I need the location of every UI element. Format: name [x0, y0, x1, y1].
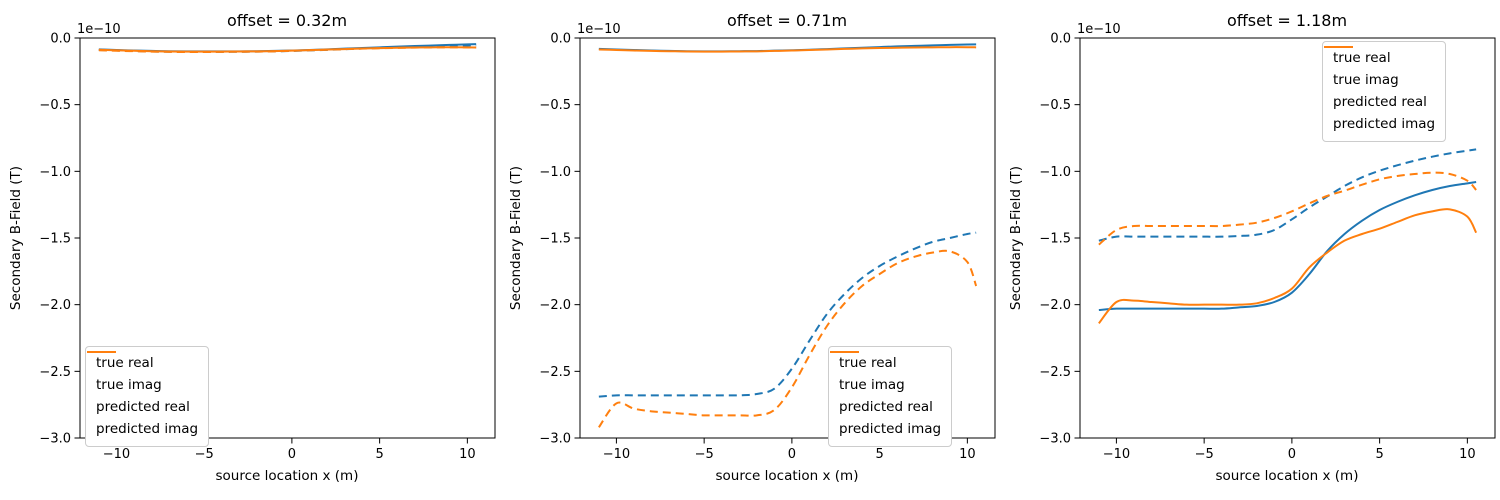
- y-tick-label: −3.0: [539, 432, 571, 447]
- legend-label: predicted imag: [96, 421, 199, 437]
- legend-entry-true-imag: true imag: [1324, 46, 1435, 90]
- plot-title: offset = 0.32m: [227, 11, 347, 30]
- predicted-imag-line: [598, 249, 978, 428]
- legend-label: predicted real: [96, 399, 190, 415]
- x-tick-label: 0: [788, 447, 796, 462]
- y-tick-label: −2.5: [539, 365, 571, 380]
- x-tick-label: −5: [195, 447, 214, 462]
- y-axis-label: Secondary B-Field (T): [8, 166, 24, 310]
- legend-entry-predicted-real: predicted real: [830, 351, 941, 417]
- y-tick-label: −2.5: [1039, 365, 1071, 380]
- y-axis-offset-label: 1e−10: [1077, 22, 1121, 37]
- legend-entry-true-imag: true imag: [830, 351, 941, 395]
- y-tick-label: −0.5: [539, 98, 571, 113]
- y-axis-offset-label: 1e−10: [577, 22, 621, 37]
- y-axis-label: Secondary B-Field (T): [1008, 166, 1024, 310]
- predicted-imag-line: [1098, 171, 1477, 246]
- subplot-offset-0-71m: offset = 0.71m 1e−10 Secondary B-Field (…: [500, 0, 1000, 500]
- plot-canvas-1: offset = 0.32m 1e−10 Secondary B-Field (…: [8, 11, 496, 484]
- x-tick-label: −10: [103, 447, 130, 462]
- legend-label: true imag: [839, 377, 905, 393]
- legend-label: true imag: [96, 377, 162, 393]
- x-tick-label: −5: [695, 447, 714, 462]
- true-imag-line: [1098, 148, 1477, 242]
- y-tick-label: −1.5: [539, 232, 571, 247]
- dashed-line-sample-icon: [1324, 46, 1353, 48]
- x-tick-label: 5: [375, 447, 383, 462]
- y-tick-label: −0.5: [1039, 98, 1071, 113]
- legend-entry-predicted-imag: predicted imag: [830, 351, 942, 439]
- x-tick-label: 5: [1375, 447, 1383, 462]
- legend-entry-predicted-imag: predicted imag: [87, 351, 199, 439]
- y-tick-label: −1.0: [1039, 165, 1071, 180]
- subplot-offset-0-32m: offset = 0.32m 1e−10 Secondary B-Field (…: [0, 0, 500, 500]
- legend: true real true imag predicted real predicte…: [828, 346, 953, 447]
- legend-label: predicted real: [839, 399, 933, 415]
- y-tick-label: 0.0: [550, 32, 571, 47]
- y-tick-label: −1.5: [39, 232, 71, 247]
- dashed-line-sample-icon: [87, 351, 116, 353]
- x-axis-label: source location x (m): [716, 468, 859, 484]
- predicted-imag-line: [98, 46, 477, 54]
- y-axis-offset-label: 1e−10: [77, 22, 121, 37]
- legend-label: predicted imag: [1333, 116, 1436, 132]
- plot-canvas-2: offset = 0.71m 1e−10 Secondary B-Field (…: [508, 11, 996, 484]
- legend: true real true imag predicted real predicte…: [85, 346, 210, 447]
- x-axis-label: source location x (m): [216, 468, 359, 484]
- legend-entry-predicted-imag: predicted imag: [1324, 46, 1436, 134]
- x-tick-label: 10: [459, 447, 476, 462]
- y-tick-label: 0.0: [50, 32, 71, 47]
- y-tick-label: −2.0: [39, 298, 71, 313]
- true-imag-line: [598, 231, 977, 398]
- legend-label: true imag: [1333, 72, 1399, 88]
- y-tick-label: −2.5: [39, 365, 71, 380]
- y-tick-label: −3.0: [1039, 432, 1071, 447]
- x-tick-label: 0: [288, 447, 296, 462]
- x-tick-label: 10: [1459, 447, 1476, 462]
- y-tick-label: −1.0: [539, 165, 571, 180]
- legend-label: true real: [96, 355, 154, 371]
- y-tick-label: −2.0: [539, 298, 571, 313]
- y-tick-label: −1.5: [1039, 232, 1071, 247]
- legend-label: predicted imag: [839, 421, 942, 437]
- y-tick-label: −1.0: [39, 165, 71, 180]
- plot-title: offset = 1.18m: [1227, 11, 1347, 30]
- x-tick-label: −5: [1195, 447, 1214, 462]
- dashed-line-sample-icon: [830, 351, 859, 353]
- legend-entry-true-imag: true imag: [87, 351, 198, 395]
- y-tick-label: 0.0: [1050, 32, 1071, 47]
- predicted-real-line: [598, 46, 977, 53]
- legend-entry-predicted-real: predicted real: [1324, 46, 1435, 112]
- y-tick-label: −0.5: [39, 98, 71, 113]
- plot-canvas-3: offset = 1.18m 1e−10 Secondary B-Field (…: [1008, 11, 1496, 484]
- x-tick-label: −10: [1103, 447, 1130, 462]
- y-tick-label: −3.0: [39, 432, 71, 447]
- legend-label: true real: [839, 355, 897, 371]
- legend-label: true real: [1333, 50, 1391, 66]
- predicted-real-line: [1098, 208, 1478, 324]
- y-tick-label: −2.0: [1039, 298, 1071, 313]
- x-axis-label: source location x (m): [1216, 468, 1359, 484]
- x-tick-label: −10: [603, 447, 630, 462]
- plot-title: offset = 0.71m: [727, 11, 847, 30]
- legend: true real true imag predicted real predicte…: [1322, 41, 1447, 142]
- legend-label: predicted real: [1333, 94, 1427, 110]
- y-axis-label: Secondary B-Field (T): [508, 166, 524, 310]
- x-tick-label: 10: [959, 447, 976, 462]
- x-tick-label: 5: [875, 447, 883, 462]
- subplot-offset-1-18m: offset = 1.18m 1e−10 Secondary B-Field (…: [1000, 0, 1500, 500]
- true-real-line: [1098, 181, 1477, 311]
- x-tick-label: 0: [1288, 447, 1296, 462]
- legend-entry-predicted-real: predicted real: [87, 351, 198, 417]
